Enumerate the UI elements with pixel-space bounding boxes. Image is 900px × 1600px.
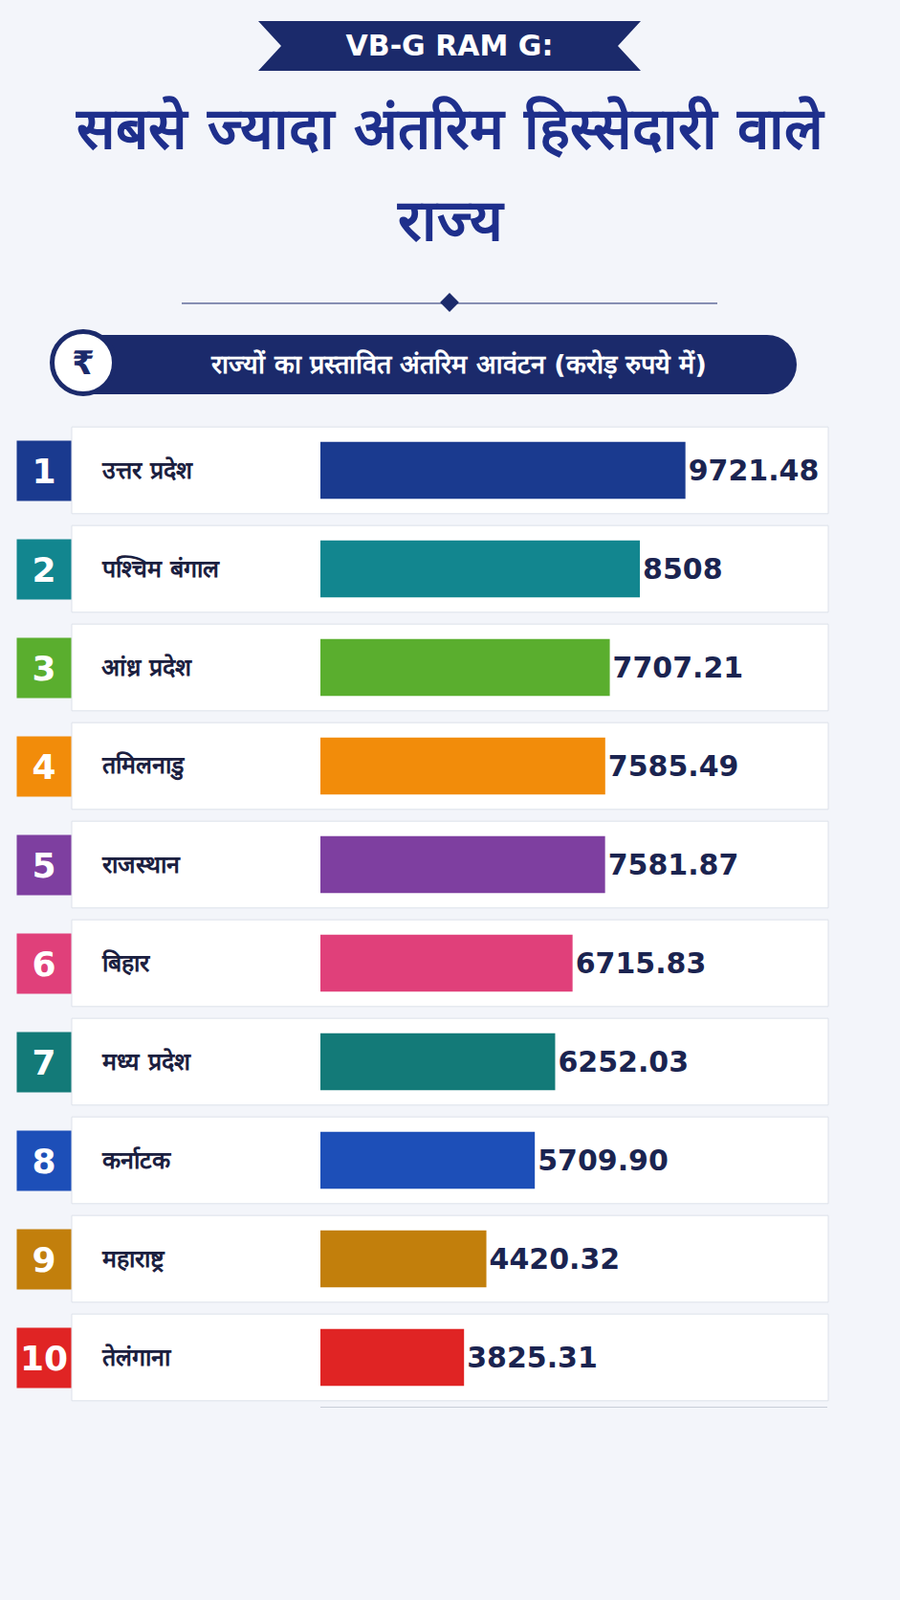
- svg-text:2: 2: [31, 549, 56, 590]
- svg-text:7581.87: 7581.87: [608, 847, 740, 881]
- svg-text:कर्नाटक: कर्नाटक: [101, 1145, 173, 1174]
- svg-text:6715.83: 6715.83: [575, 945, 707, 980]
- svg-text:6: 6: [31, 943, 56, 984]
- svg-text:10: 10: [20, 1338, 68, 1378]
- svg-text:मध्य प्रदेश: मध्य प्रदेश: [101, 1047, 192, 1076]
- svg-text:5: 5: [31, 845, 56, 885]
- html-text:VB-G RAM G:: VB-G RAM G:: [345, 28, 554, 63]
- svg-text:4: 4: [31, 746, 56, 787]
- svg-text:तमिलनाडु: तमिलनाडु: [101, 750, 186, 781]
- svg-text:आंध्र प्रदेश: आंध्र प्रदेश: [101, 653, 193, 681]
- svg-text:महाराष्ट्र: महाराष्ट्र: [101, 1244, 166, 1273]
- svg-text:8: 8: [31, 1141, 56, 1181]
- svg-text:8508: 8508: [642, 551, 724, 586]
- html-text:सबसे ज्यादा अंतरिम हिस्सेदारी: सबसे ज्यादा अंतरिम हिस्सेदारी वाले राज्य: [76, 94, 824, 254]
- svg-text:5709.90: 5709.90: [537, 1142, 669, 1177]
- svg-text:1: 1: [31, 451, 56, 491]
- svg-text:3: 3: [31, 648, 56, 688]
- svg-text:6252.03: 6252.03: [557, 1044, 689, 1078]
- svg-text:9721.48: 9721.48: [688, 453, 820, 487]
- svg-text:बिहार: बिहार: [101, 948, 152, 977]
- svg-text:3825.31: 3825.31: [466, 1339, 598, 1374]
- svg-text:4420.32: 4420.32: [489, 1241, 621, 1275]
- svg-text:7585.49: 7585.49: [608, 748, 740, 783]
- svg-text:7707.21: 7707.21: [613, 650, 745, 684]
- svg-text:उत्तर प्रदेश: उत्तर प्रदेश: [101, 456, 194, 484]
- svg-text:तेलंगाना: तेलंगाना: [101, 1342, 173, 1371]
- svg-text:राजस्थान: राजस्थान: [101, 850, 181, 879]
- svg-text:7: 7: [31, 1042, 56, 1082]
- svg-text:पश्चिम बंगाल: पश्चिम बंगाल: [101, 554, 220, 583]
- html-text:राज्यों का प्रस्तावित अंतरिम आ: राज्यों का प्रस्तावित अंतरिम आवंटन (करोड…: [211, 349, 707, 379]
- svg-text:9: 9: [31, 1239, 56, 1279]
